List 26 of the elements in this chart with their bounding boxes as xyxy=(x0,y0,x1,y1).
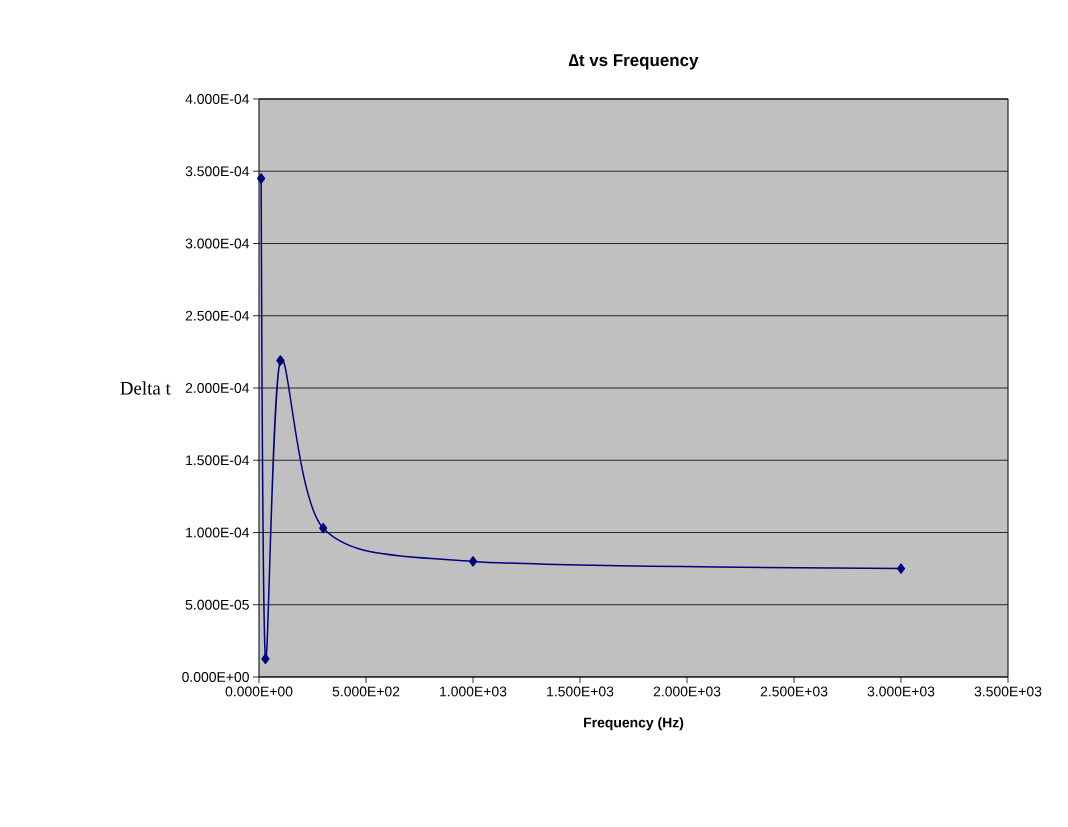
x-tick-label: 2.000E+03 xyxy=(653,686,721,697)
y-tick-label: 1.000E-04 xyxy=(186,527,250,538)
point xyxy=(319,522,328,534)
y-tick-label: 2.000E-04 xyxy=(185,383,250,393)
point xyxy=(896,563,906,574)
x-tick-label: 1.000E+03 xyxy=(440,686,507,697)
point xyxy=(468,556,478,567)
y-axis-title: Delta t xyxy=(120,381,171,395)
x-tick-label: 5.000E+02 xyxy=(332,686,400,697)
y-tick-label: 4.000E-04 xyxy=(185,94,250,104)
y-tick-label: 5.000E-05 xyxy=(185,599,249,610)
y-tick-label: 1.500E-04 xyxy=(186,455,250,466)
y-tick-label: 3.000E-04 xyxy=(185,238,250,249)
x-tick-label: 3.500E+03 xyxy=(974,686,1042,697)
x-tick-label: 3.000E+03 xyxy=(867,686,935,697)
x-tick-label: 1.500E+03 xyxy=(547,686,614,697)
point xyxy=(257,173,266,184)
y-tick-label: 2.500E-04 xyxy=(185,310,250,321)
y-tick-label: 0.000E+00 xyxy=(182,672,249,682)
point xyxy=(261,653,270,665)
chart-title: ∆t vs Frequency xyxy=(568,54,699,70)
x-tick-label: 0.000E+00 xyxy=(225,686,293,697)
y-tick-label: 3.500E-04 xyxy=(185,166,250,177)
point xyxy=(276,355,285,366)
x-tick-label: 2.500E+03 xyxy=(760,686,828,697)
x-axis-title: Frequency (Hz) xyxy=(584,717,684,731)
